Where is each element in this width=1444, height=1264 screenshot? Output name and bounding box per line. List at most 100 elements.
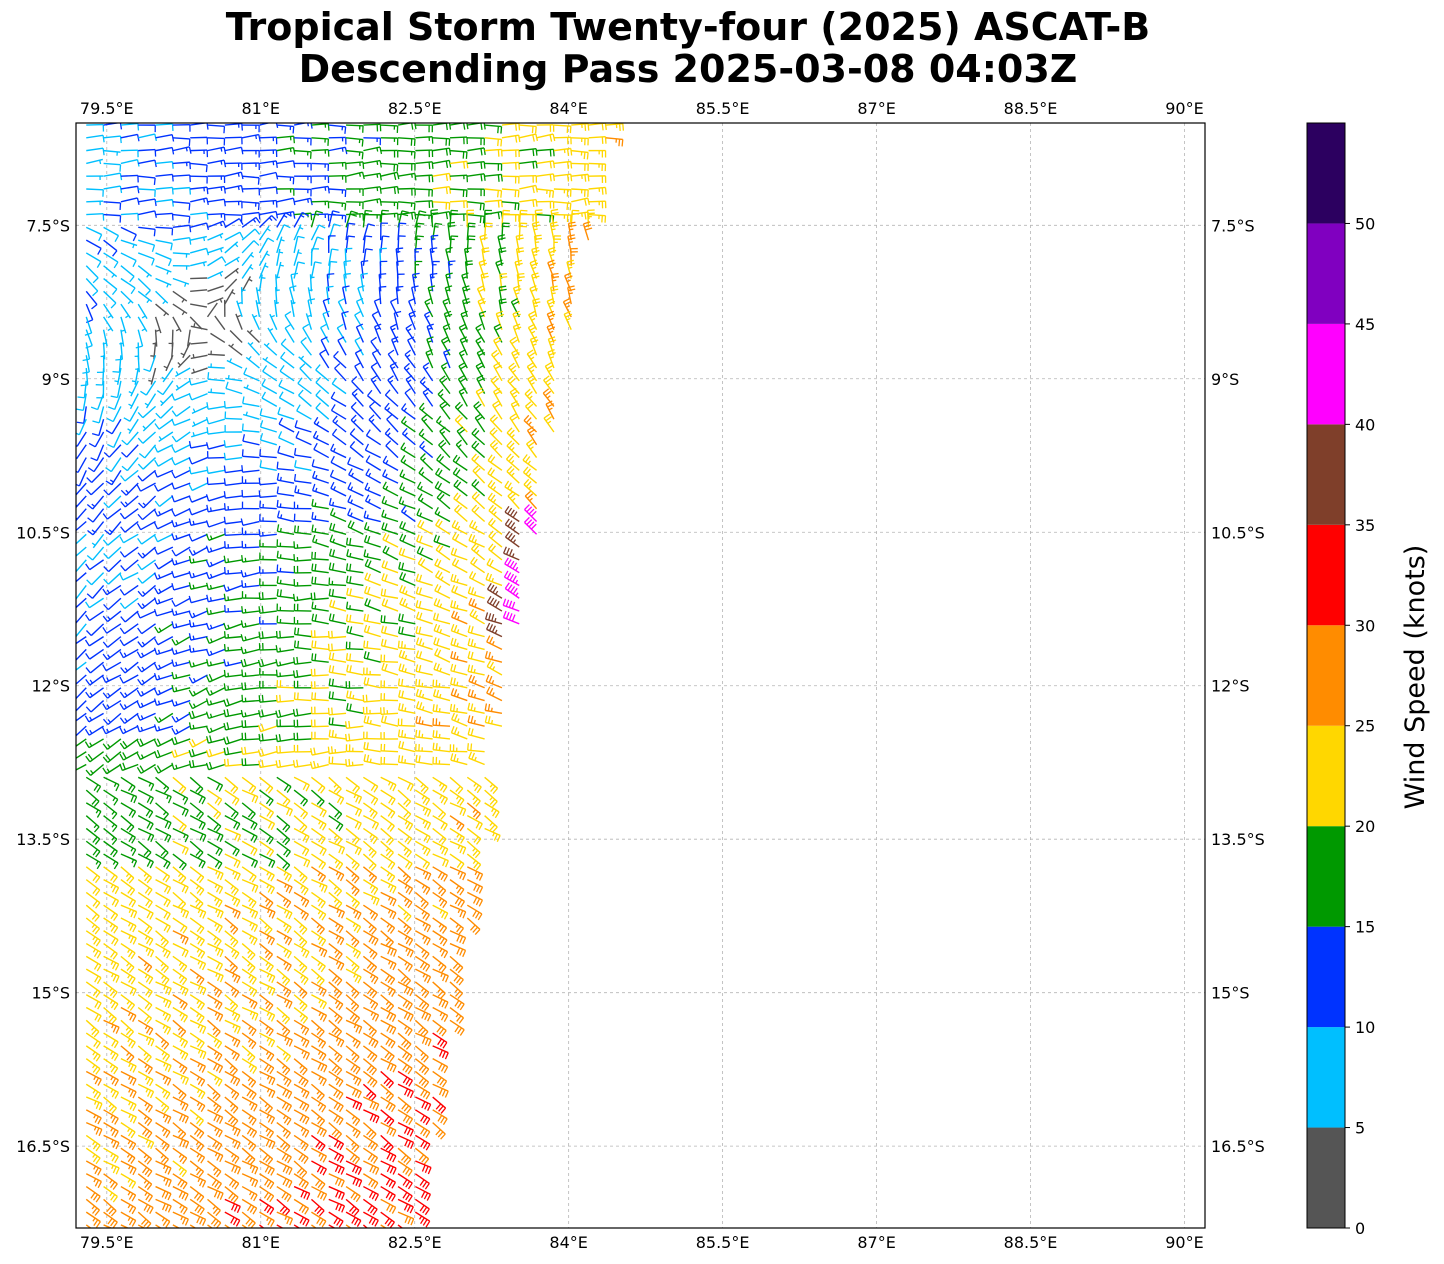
wind-barb xyxy=(172,252,190,258)
lon-tick-label-bottom: 84°E xyxy=(549,1233,587,1252)
wind-barb xyxy=(207,789,223,806)
wind-barb xyxy=(414,1134,431,1151)
wind-barb xyxy=(190,123,209,130)
wind-barb xyxy=(453,492,468,510)
wind-barb xyxy=(120,1147,136,1164)
wind-barb xyxy=(311,815,327,831)
wind-barb xyxy=(189,968,205,986)
wind-barb xyxy=(85,1083,102,1100)
wind-barb xyxy=(450,637,468,651)
wind-barb xyxy=(224,218,244,228)
wind-barb xyxy=(189,840,204,859)
wind-barb xyxy=(137,789,154,805)
wind-barb xyxy=(137,776,155,792)
wind-barb xyxy=(171,597,191,608)
wind-barb xyxy=(293,579,312,587)
wind-barb xyxy=(432,815,448,831)
wind-barb xyxy=(479,234,488,254)
wind-barb xyxy=(328,175,347,183)
wind-barb xyxy=(450,753,468,766)
wind-barb xyxy=(154,418,174,430)
wind-barb xyxy=(188,759,208,769)
wind-barb xyxy=(363,1109,380,1124)
lon-tick-label-bottom: 79.5°E xyxy=(80,1233,134,1252)
wind-barb xyxy=(87,457,105,473)
wind-barb xyxy=(175,380,191,391)
wind-barb xyxy=(276,615,295,625)
wind-barb xyxy=(588,213,607,223)
wind-barb xyxy=(82,355,90,374)
wind-barb xyxy=(241,802,256,820)
wind-barb xyxy=(468,571,485,587)
wind-barb xyxy=(171,469,191,479)
wind-barb xyxy=(364,482,381,497)
wind-barb xyxy=(334,363,347,382)
wind-barb xyxy=(120,968,136,985)
wind-barb xyxy=(120,123,140,131)
wind-barb xyxy=(103,149,121,156)
wind-barb xyxy=(310,789,325,808)
wind-barb xyxy=(137,1147,153,1165)
wind-barb xyxy=(387,349,399,369)
wind-barb xyxy=(467,201,485,211)
colorbar-tick-label: 25 xyxy=(1355,717,1375,736)
wind-barb xyxy=(189,930,205,947)
wind-barb xyxy=(207,212,226,221)
wind-barb xyxy=(341,285,350,305)
wind-barb xyxy=(449,840,467,855)
wind-barb xyxy=(172,1147,188,1165)
wind-barb xyxy=(415,968,432,984)
wind-barb xyxy=(380,981,396,997)
wind-barb xyxy=(486,686,503,702)
wind-barb xyxy=(106,406,122,423)
wind-barb xyxy=(138,226,156,237)
wind-barb xyxy=(276,815,291,833)
wind-barb xyxy=(293,719,312,728)
wind-barb xyxy=(484,612,503,625)
wind-barb xyxy=(345,942,362,959)
wind-barb xyxy=(206,477,225,486)
wind-barb xyxy=(414,840,431,857)
wind-barb xyxy=(207,904,224,919)
wind-barb xyxy=(86,158,103,165)
wind-barb xyxy=(416,481,433,497)
wind-barb xyxy=(328,1160,345,1175)
wind-barb xyxy=(276,930,293,946)
wind-barb xyxy=(515,247,525,266)
wind-barb xyxy=(85,559,104,571)
wind-barb xyxy=(224,1211,241,1227)
wind-barb xyxy=(449,917,464,935)
wind-barb xyxy=(241,878,259,893)
wind-barb xyxy=(259,1045,275,1062)
wind-barb xyxy=(449,789,465,806)
wind-barb xyxy=(293,627,312,638)
wind-barb xyxy=(487,479,503,497)
wind-barb xyxy=(345,1224,352,1228)
wind-barb xyxy=(363,123,382,132)
wind-barb xyxy=(224,411,243,420)
wind-barb xyxy=(414,1070,430,1088)
wind-barb xyxy=(345,1109,361,1127)
wind-barb xyxy=(380,209,389,228)
wind-barb xyxy=(346,703,364,715)
wind-barb xyxy=(293,525,312,536)
wind-barb xyxy=(397,1173,413,1190)
wind-barb xyxy=(137,469,156,482)
wind-barb xyxy=(137,1173,153,1191)
wind-barb xyxy=(484,210,504,220)
wind-barb xyxy=(484,188,503,198)
wind-barb xyxy=(415,1006,432,1022)
wind-barb xyxy=(345,1019,363,1034)
wind-barb xyxy=(224,1186,239,1204)
wind-barb xyxy=(259,981,276,996)
wind-barb xyxy=(380,994,395,1012)
wind-barb xyxy=(153,533,174,543)
wind-barb xyxy=(86,546,105,561)
wind-barb xyxy=(153,482,174,492)
chart-title-line1: Tropical Storm Twenty-four (2025) ASCAT-… xyxy=(226,5,1150,49)
wind-barb xyxy=(524,504,538,523)
wind-barb xyxy=(466,904,483,921)
wind-barb xyxy=(205,748,226,758)
wind-barb xyxy=(380,732,399,740)
wind-barb xyxy=(310,917,325,935)
